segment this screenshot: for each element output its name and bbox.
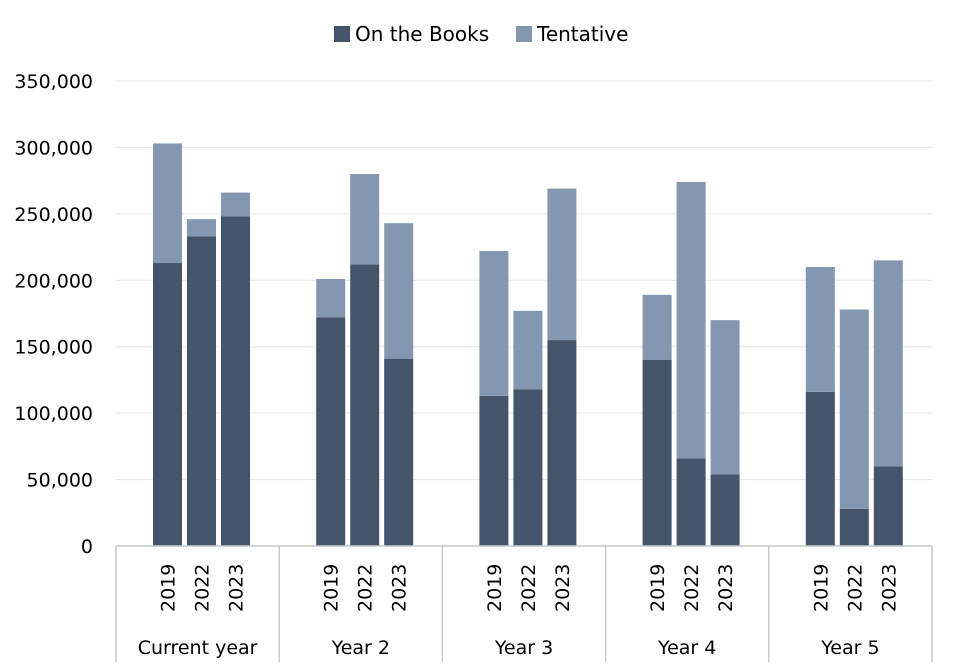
y-tick-label: 300,000	[14, 137, 93, 159]
y-tick-label: 150,000	[14, 337, 93, 359]
y-axis-tick-labels: 0 50,000 100,000 150,000 200,000 250,000 300,0…	[14, 71, 93, 558]
bar-on-the-books	[221, 216, 250, 546]
x-tick-label-year: 2023	[226, 564, 248, 612]
bar-tentative	[153, 143, 182, 264]
x-tick-label-year: 2022	[844, 564, 866, 612]
legend-swatch-tentative	[516, 26, 532, 42]
x-tick-label-year: 2019	[158, 564, 180, 612]
bar-on-the-books	[187, 236, 216, 546]
bar-on-the-books	[513, 389, 543, 546]
x-tick-label-year: 2023	[715, 564, 737, 612]
bar-tentative	[513, 310, 543, 390]
bar-tentative	[642, 294, 672, 360]
legend-label-on-the-books: On the Books	[355, 22, 489, 46]
y-tick-label: 350,000	[14, 71, 93, 93]
x-group-label: Current year	[138, 637, 258, 659]
x-tick-label-year: 2023	[552, 564, 574, 612]
x-group-label: Year 4	[657, 637, 716, 659]
y-tick-label: 0	[81, 536, 93, 558]
bar-tentative	[839, 309, 869, 509]
x-tick-label-year: 2019	[484, 564, 506, 612]
x-group-label: Year 3	[494, 637, 553, 659]
bar-tentative	[350, 174, 380, 265]
legend-label-tentative: Tentative	[536, 22, 628, 46]
bar-on-the-books	[642, 360, 672, 546]
x-tick-label-year: 2023	[389, 564, 411, 612]
bar-on-the-books	[547, 340, 577, 546]
bar-on-the-books	[384, 358, 414, 546]
bar-tentative	[221, 192, 250, 217]
x-tick-label-year: 2022	[355, 564, 377, 612]
bar-on-the-books	[479, 395, 509, 546]
bar-on-the-books	[839, 508, 869, 546]
bar-on-the-books	[316, 317, 346, 546]
bar-on-the-books	[710, 474, 740, 546]
x-group-label: Year 2	[331, 637, 390, 659]
y-tick-label: 200,000	[14, 270, 93, 292]
x-tick-label-year: 2022	[192, 564, 214, 612]
bars	[153, 143, 903, 546]
bar-on-the-books	[153, 263, 182, 546]
x-tick-label-year: 2022	[518, 564, 540, 612]
bar-tentative	[316, 278, 346, 318]
x-tick-label-year: 2022	[681, 564, 703, 612]
x-axis: 2019 2022 2023 Current year 2019 2022 2023 Year…	[115, 545, 933, 662]
bar-on-the-books	[350, 264, 380, 546]
bar-tentative	[479, 251, 509, 396]
bar-tentative	[676, 181, 706, 459]
x-tick-label-year: 2019	[647, 564, 669, 612]
bar-tentative	[710, 320, 740, 475]
bar-tentative	[873, 260, 903, 467]
bar-on-the-books	[805, 391, 835, 546]
legend: On the Books Tentative	[334, 22, 628, 46]
bar-tentative	[547, 188, 577, 341]
x-tick-label-year: 2019	[810, 564, 832, 612]
bar-on-the-books	[873, 466, 903, 546]
legend-swatch-on-the-books	[334, 26, 350, 42]
y-tick-label: 50,000	[27, 470, 93, 492]
x-group-label: Year 5	[820, 637, 879, 659]
bar-tentative	[805, 267, 835, 392]
x-tick-label-year: 2019	[321, 564, 343, 612]
bar-tentative	[187, 219, 216, 237]
y-tick-label: 100,000	[14, 403, 93, 425]
bar-tentative	[384, 223, 414, 359]
y-tick-label: 250,000	[14, 204, 93, 226]
x-tick-label-year: 2023	[878, 564, 900, 612]
bar-on-the-books	[676, 458, 706, 546]
